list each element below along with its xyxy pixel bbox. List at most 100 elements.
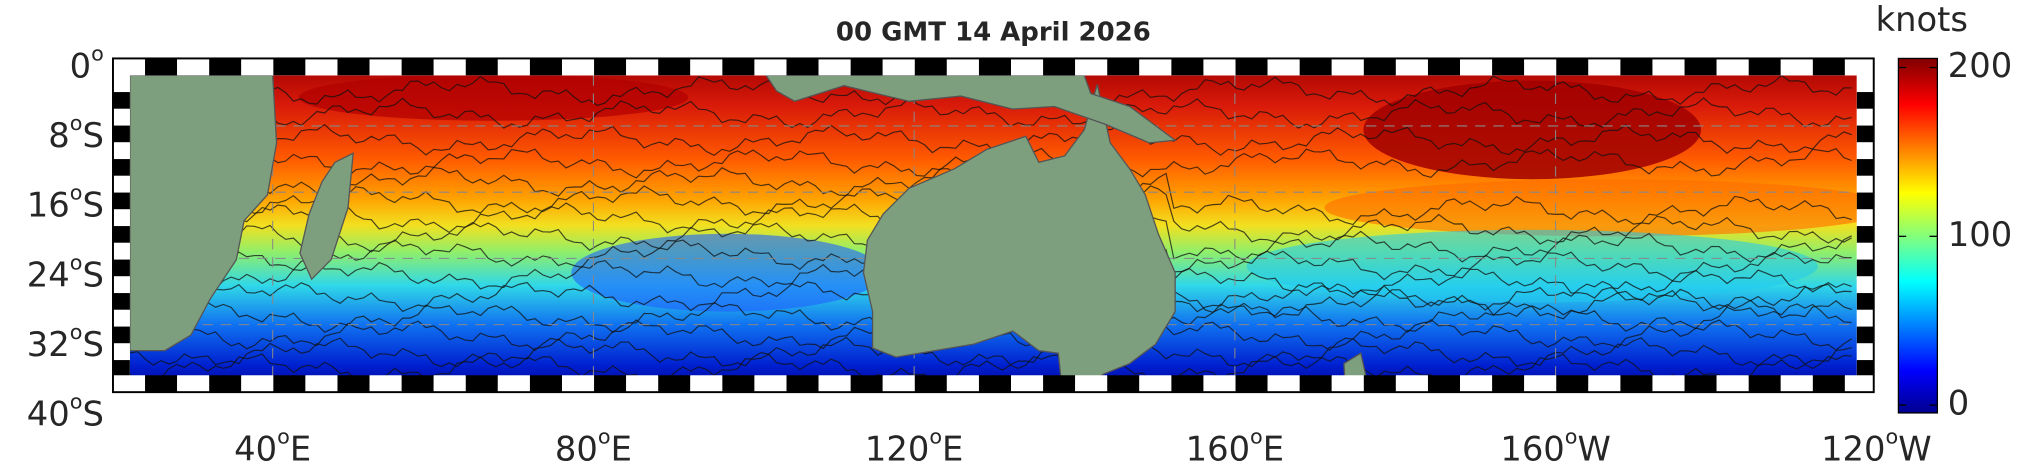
lat-label: 0o [70, 42, 104, 85]
border-segment [1235, 58, 1268, 76]
lon-label: 160oE [1186, 425, 1284, 466]
border-segment [1299, 375, 1332, 393]
border-segment [1652, 375, 1685, 393]
border-segment [1856, 309, 1874, 327]
border-segment [497, 375, 530, 393]
border-segment [1492, 375, 1525, 393]
border-segment [1331, 58, 1364, 76]
border-segment [1856, 326, 1874, 344]
border-segment [112, 142, 130, 160]
border-segment [1780, 58, 1813, 76]
border-segment [1267, 375, 1300, 393]
border-segment [241, 58, 274, 76]
border-segment [529, 375, 562, 393]
field-patch [571, 233, 883, 312]
border-segment [1139, 58, 1172, 76]
lon-label: 40oE [234, 425, 311, 466]
label-degree: o [1885, 425, 1898, 449]
colorbar-ticks: 0 100 200 [1898, 46, 2012, 423]
border-segment [1460, 58, 1493, 76]
border-segment [1556, 58, 1589, 76]
border-segment [978, 375, 1012, 393]
border-segment [1684, 375, 1717, 393]
border-segment [112, 293, 130, 310]
border-segment [754, 375, 787, 393]
border-segment [786, 58, 819, 76]
border-segment [1856, 75, 1874, 93]
border-segment [1331, 375, 1364, 393]
label-degree: o [70, 250, 83, 274]
border-segment [690, 375, 723, 393]
label-number: 120 [1821, 429, 1885, 466]
border-segment [401, 58, 434, 76]
border-segment [337, 375, 370, 393]
field-patch [1363, 80, 1702, 180]
label-hemisphere: S [82, 394, 103, 433]
label-hemisphere: S [82, 185, 103, 224]
lat-label: 40oS [27, 390, 104, 433]
border-segment [209, 375, 242, 393]
border-segment [112, 175, 130, 193]
field-patch [1324, 179, 1857, 237]
border-segment [1171, 58, 1204, 76]
border-segment [1267, 58, 1300, 76]
border-segment [1588, 58, 1621, 76]
border-segment [1299, 58, 1332, 76]
border-segment [1427, 375, 1461, 393]
border-segment [658, 375, 691, 393]
border-segment [658, 58, 691, 76]
contour-line [129, 336, 1852, 368]
border-segment [850, 58, 883, 76]
border-segment [273, 58, 306, 76]
field-patch [298, 75, 689, 121]
border-segment [1043, 58, 1076, 76]
label-hemisphere: S [82, 324, 103, 363]
border-segment [1363, 58, 1396, 76]
colorbar-tick-label: 100 [1948, 215, 2012, 254]
label-number: 160 [1500, 429, 1564, 466]
border-segment [177, 375, 210, 393]
border-segment [112, 209, 130, 227]
border-segment [1684, 58, 1717, 76]
border-segment [850, 375, 883, 393]
border-segment [1748, 58, 1781, 76]
border-segment [1395, 58, 1428, 76]
border-segment [1075, 58, 1108, 76]
border-segment [1780, 375, 1813, 393]
border-segment [626, 58, 659, 76]
label-number: 160 [1186, 429, 1250, 466]
border-segment [112, 259, 130, 277]
border-segment [882, 58, 915, 76]
label-degree: o [70, 320, 83, 344]
border-segment [1652, 58, 1685, 76]
border-segment [722, 58, 755, 76]
label-hemisphere: S [82, 116, 103, 155]
contour-line [129, 353, 1852, 377]
border-segment [1856, 226, 1874, 243]
figure: 00 GMT 14 April 2026 [27, 0, 2012, 466]
border-segment [369, 58, 402, 76]
border-segment [946, 375, 979, 393]
border-segment [1856, 142, 1874, 160]
maritime-continent [765, 75, 1177, 144]
border-segment [433, 58, 466, 76]
border-segment [465, 375, 498, 393]
border-segment [626, 375, 659, 393]
border-segment [241, 375, 274, 393]
border-segment [1748, 375, 1781, 393]
border-segment [305, 58, 338, 76]
label-degree: o [598, 425, 611, 449]
label-number: 80 [555, 429, 598, 466]
border-segment [1043, 375, 1076, 393]
label-hemisphere: W [1898, 429, 1931, 466]
lon-label: 80oE [555, 425, 632, 466]
colorbar-tick-label: 0 [1948, 384, 1969, 423]
border-segment [209, 58, 242, 76]
border-segment [978, 58, 1012, 76]
border-segment [1460, 375, 1493, 393]
land [129, 75, 1367, 377]
border-segment [946, 58, 979, 76]
border-segment [112, 58, 146, 76]
